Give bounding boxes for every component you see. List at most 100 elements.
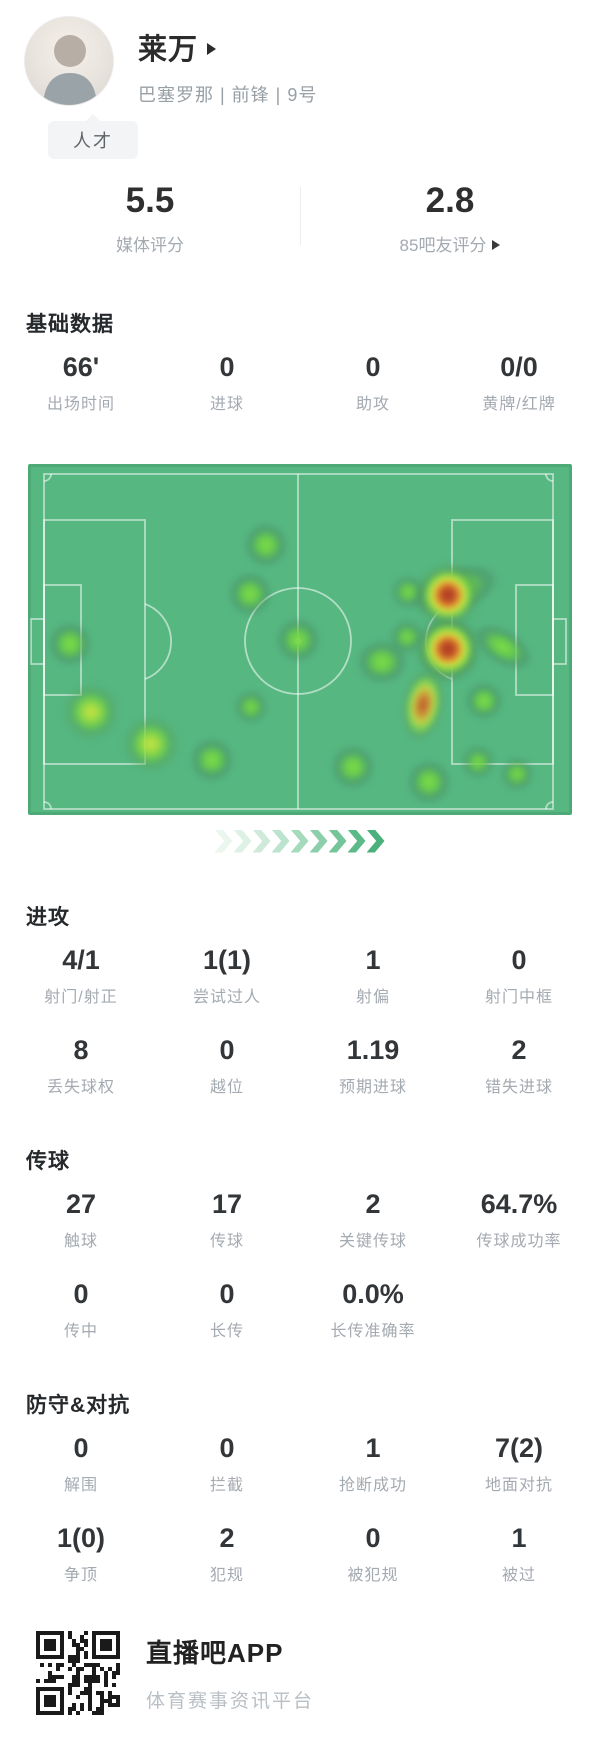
- heat-spot: [464, 681, 503, 720]
- stat-cell: 2 犯规: [154, 1523, 300, 1585]
- section-title-basic: 基础数据: [26, 313, 114, 336]
- attack-stats-grid: 4/1 射门/射正 1(1) 尝试过人 1 射偏 0 射门中框 8 丢失球权 0 越位 1.19 预期进球…: [0, 945, 600, 1097]
- section-title-defense: 防守&对抗: [26, 1394, 131, 1417]
- heatmap-spots: [28, 464, 572, 815]
- stat-label: 助攻: [355, 396, 390, 413]
- stat-value: 0: [219, 1433, 235, 1463]
- stat-value: 0: [365, 352, 381, 382]
- heat-spot: [189, 737, 234, 782]
- stat-cell: 0 传中: [8, 1279, 154, 1341]
- chevron-right-icon: [233, 829, 252, 853]
- stat-value: 1: [365, 945, 381, 975]
- stat-cell: 4/1 射门/射正: [8, 945, 154, 1007]
- player-header: 莱万 巴塞罗那 | 前锋 | 9号 人才: [0, 0, 600, 159]
- app-tagline: 体育赛事资讯平台: [146, 1691, 315, 1712]
- stat-label: 被过: [501, 1567, 536, 1584]
- chevron-right-icon: [366, 829, 385, 853]
- player-name: 莱万: [138, 34, 199, 66]
- chevron-right-icon: [347, 829, 366, 853]
- stat-label: 射偏: [355, 989, 390, 1006]
- vertical-divider: [300, 187, 301, 245]
- arrow-right-icon: [492, 239, 501, 250]
- player-avatar: [24, 16, 114, 106]
- stat-label: 尝试过人: [192, 989, 261, 1006]
- stat-value: 1.19: [346, 1035, 400, 1065]
- player-name-link[interactable]: 莱万: [138, 26, 317, 68]
- stat-cell: 0 射门中框: [446, 945, 592, 1007]
- stat-value: 66': [62, 352, 100, 382]
- stat-cell: 1 射偏: [300, 945, 446, 1007]
- heat-spot: [460, 744, 495, 779]
- chevron-right-icon: [252, 829, 271, 853]
- stat-cell: 0/0 黄牌/红牌: [446, 352, 592, 414]
- fans-rating-link[interactable]: 2.8 85吧友评分: [300, 181, 600, 256]
- stat-label: 传球成功率: [476, 1233, 562, 1250]
- stat-value: 2: [511, 1035, 527, 1065]
- stat-cell: 2 关键传球: [300, 1189, 446, 1251]
- stat-cell: 2 错失进球: [446, 1035, 592, 1097]
- heat-spot: [62, 683, 121, 742]
- stat-label: 出场时间: [46, 396, 115, 413]
- stat-value: 2: [219, 1523, 235, 1553]
- heat-spot: [121, 715, 180, 774]
- ratings-row: 5.5 媒体评分 2.8 85吧友评分: [0, 181, 600, 256]
- stat-value: 2: [365, 1189, 381, 1219]
- stat-label: 长传: [209, 1323, 244, 1340]
- stat-cell: 64.7% 传球成功率: [446, 1189, 592, 1251]
- stat-label: 传球: [209, 1233, 244, 1250]
- stat-label: 黄牌/红牌: [482, 396, 556, 413]
- stat-value: 0: [219, 1035, 235, 1065]
- stat-label: 错失进球: [484, 1079, 553, 1096]
- chevron-right-icon: [271, 829, 290, 853]
- stat-cell: 0 助攻: [300, 352, 446, 414]
- stat-cell: 1(0) 争顶: [8, 1523, 154, 1585]
- stat-label: 进球: [209, 396, 244, 413]
- stat-label: 触球: [63, 1233, 98, 1250]
- stat-cell: 7(2) 地面对抗: [446, 1433, 592, 1495]
- badge-label: 人才: [48, 121, 138, 159]
- stat-value: 17: [211, 1189, 243, 1219]
- stat-cell: 17 传球: [154, 1189, 300, 1251]
- stat-value: 0: [219, 352, 235, 382]
- defense-stats-grid: 0 解围 0 拦截 1 抢断成功 7(2) 地面对抗 1(0) 争顶 2 犯规 0 被犯规 1 被过: [0, 1433, 600, 1585]
- heat-spot: [414, 615, 481, 682]
- stat-label: 解围: [63, 1477, 98, 1494]
- stat-cell: 0.0% 长传准确率: [300, 1279, 446, 1341]
- stat-value: 1(1): [202, 945, 251, 975]
- stat-label: 抢断成功: [338, 1477, 407, 1494]
- media-rating-value: 5.5: [125, 181, 175, 220]
- heat-spot: [500, 756, 535, 791]
- stat-label: 射门中框: [484, 989, 553, 1006]
- app-name: 直播吧APP: [146, 1638, 284, 1668]
- qr-code: [36, 1631, 120, 1715]
- chevron-right-icon: [290, 829, 309, 853]
- chevron-right-icon: [214, 829, 233, 853]
- fans-rating-value: 2.8: [425, 181, 475, 220]
- stat-value: 0: [73, 1433, 89, 1463]
- stat-value: 8: [73, 1035, 89, 1065]
- heat-spot: [244, 523, 289, 568]
- stat-cell: 1(1) 尝试过人: [154, 945, 300, 1007]
- stat-label: 犯规: [209, 1567, 244, 1584]
- stat-value: 27: [65, 1189, 97, 1219]
- stat-label: 传中: [63, 1323, 98, 1340]
- app-footer: 直播吧APP 体育赛事资讯平台: [36, 1631, 600, 1750]
- stat-cell: 0 越位: [154, 1035, 300, 1097]
- badge-tail-icon: [85, 114, 101, 122]
- stat-label: 丢失球权: [46, 1079, 115, 1096]
- stat-value: 1: [365, 1433, 381, 1463]
- stat-cell: 0 进球: [154, 352, 300, 414]
- stat-cell: 1 被过: [446, 1523, 592, 1585]
- stat-value: 4/1: [62, 945, 100, 975]
- stat-value: 1(0): [56, 1523, 105, 1553]
- stat-cell: [446, 1279, 592, 1341]
- stat-cell: 0 解围: [8, 1433, 154, 1495]
- stat-value: 0: [511, 945, 527, 975]
- stat-value: 0: [365, 1523, 381, 1553]
- stat-label: 射门/射正: [44, 989, 118, 1006]
- stat-cell: 0 被犯规: [300, 1523, 446, 1585]
- section-title-passing: 传球: [26, 1150, 70, 1173]
- stat-cell: 1 抢断成功: [300, 1433, 446, 1495]
- stat-label: 拦截: [209, 1477, 244, 1494]
- stat-label: 关键传球: [338, 1233, 407, 1250]
